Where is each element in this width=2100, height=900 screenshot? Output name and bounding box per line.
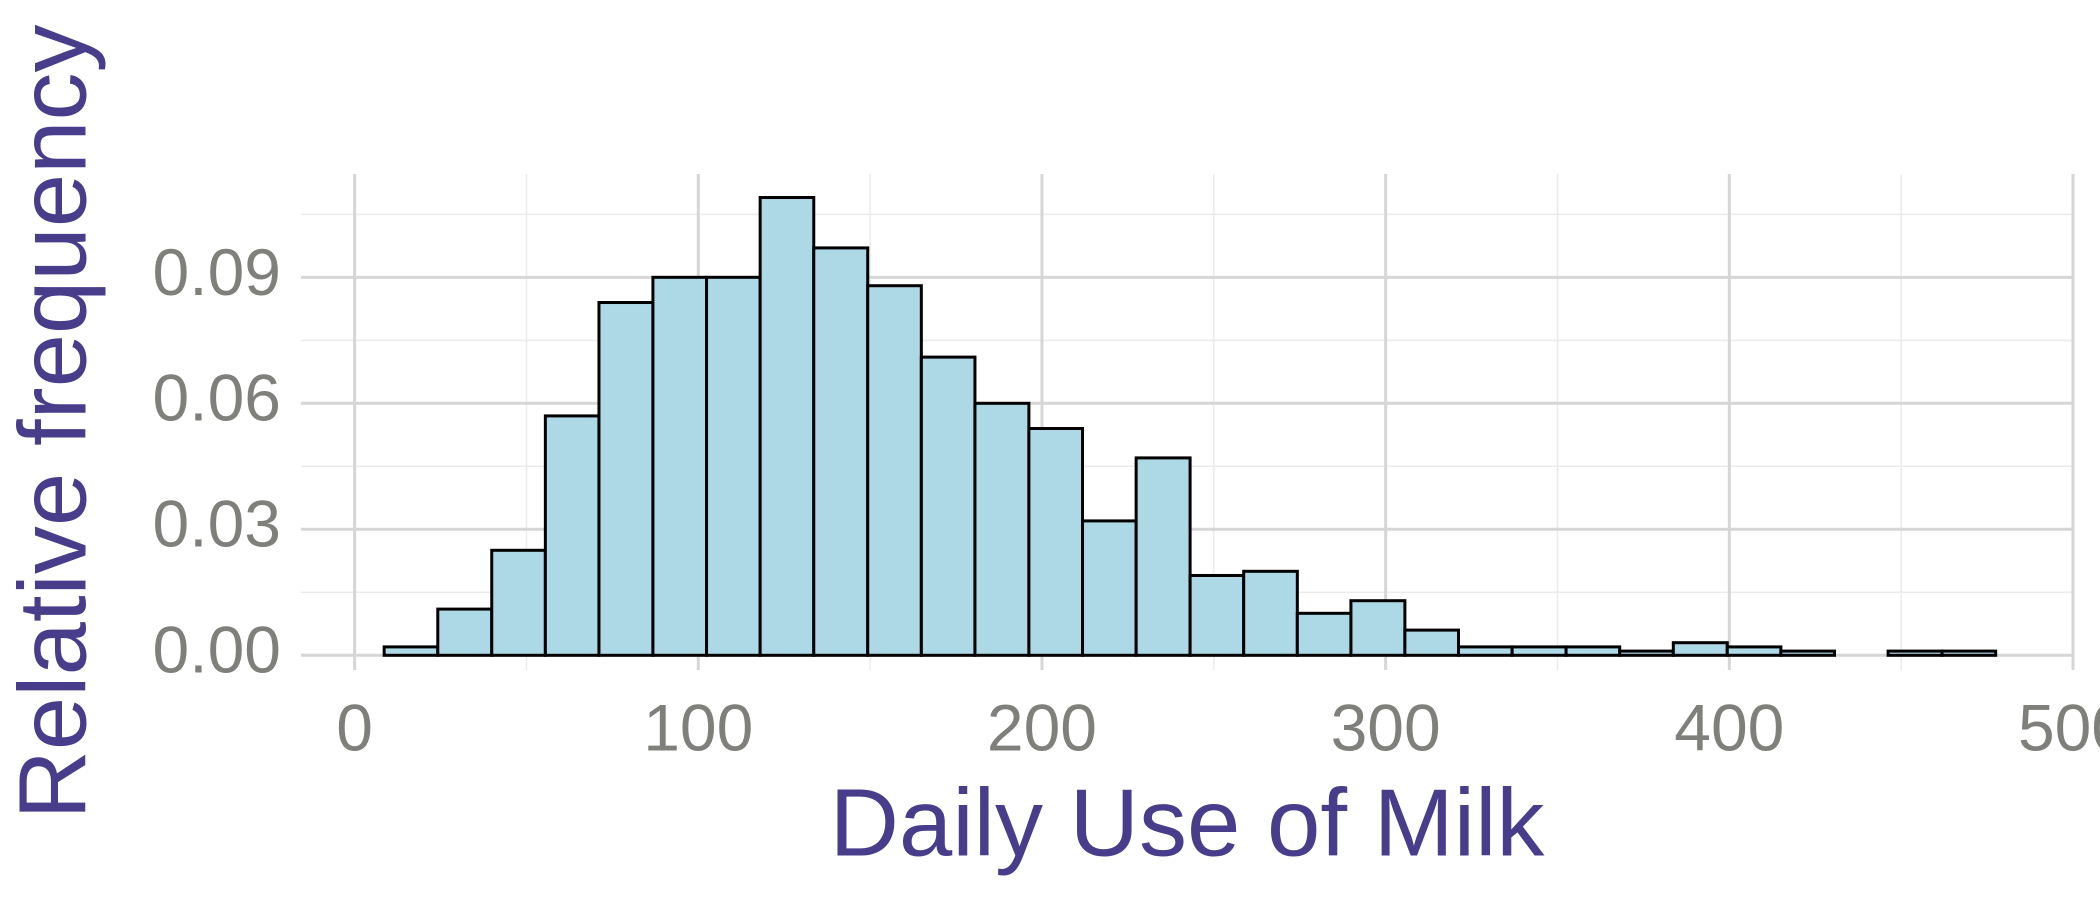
bar — [382, 645, 440, 657]
bar — [1725, 645, 1783, 657]
bar — [1134, 456, 1192, 657]
bar — [1188, 574, 1246, 657]
bar — [436, 607, 494, 657]
x-tick-label: 100 — [643, 690, 753, 764]
bar — [973, 401, 1031, 657]
x-tick-label: 200 — [987, 690, 1097, 764]
bar — [1457, 645, 1514, 657]
x-tick-label: 0 — [336, 690, 373, 764]
bar — [866, 284, 923, 657]
bar — [1295, 611, 1353, 657]
bar — [1886, 649, 1944, 657]
bar — [812, 246, 870, 657]
bar — [1510, 645, 1568, 657]
x-tick-label: 400 — [1674, 690, 1784, 764]
y-tick-label: 0.06 — [153, 361, 281, 435]
bar — [543, 414, 601, 657]
x-tick-label: 500 — [2018, 690, 2100, 764]
bar — [1242, 569, 1299, 657]
bar — [1403, 628, 1461, 657]
x-tick-label: 300 — [1331, 690, 1441, 764]
bar — [1081, 519, 1138, 657]
bar — [1779, 649, 1836, 657]
bar — [1027, 427, 1085, 657]
bar — [705, 275, 762, 657]
bar — [490, 548, 547, 657]
bar — [651, 275, 709, 657]
bar — [1940, 649, 1998, 657]
y-tick-label: 0.09 — [153, 235, 281, 309]
bar — [1671, 641, 1729, 657]
y-tick-label: 0.00 — [153, 613, 281, 687]
x-axis-title: Daily Use of Milk — [830, 769, 1546, 876]
bar — [1564, 645, 1622, 657]
bar — [597, 301, 655, 657]
y-tick-label: 0.03 — [153, 487, 281, 561]
bar — [1618, 649, 1675, 657]
bar — [919, 355, 977, 657]
bars — [382, 196, 1998, 657]
bar — [1349, 599, 1407, 657]
y-axis-title: Relative frequency — [0, 24, 106, 819]
bar — [758, 196, 816, 657]
